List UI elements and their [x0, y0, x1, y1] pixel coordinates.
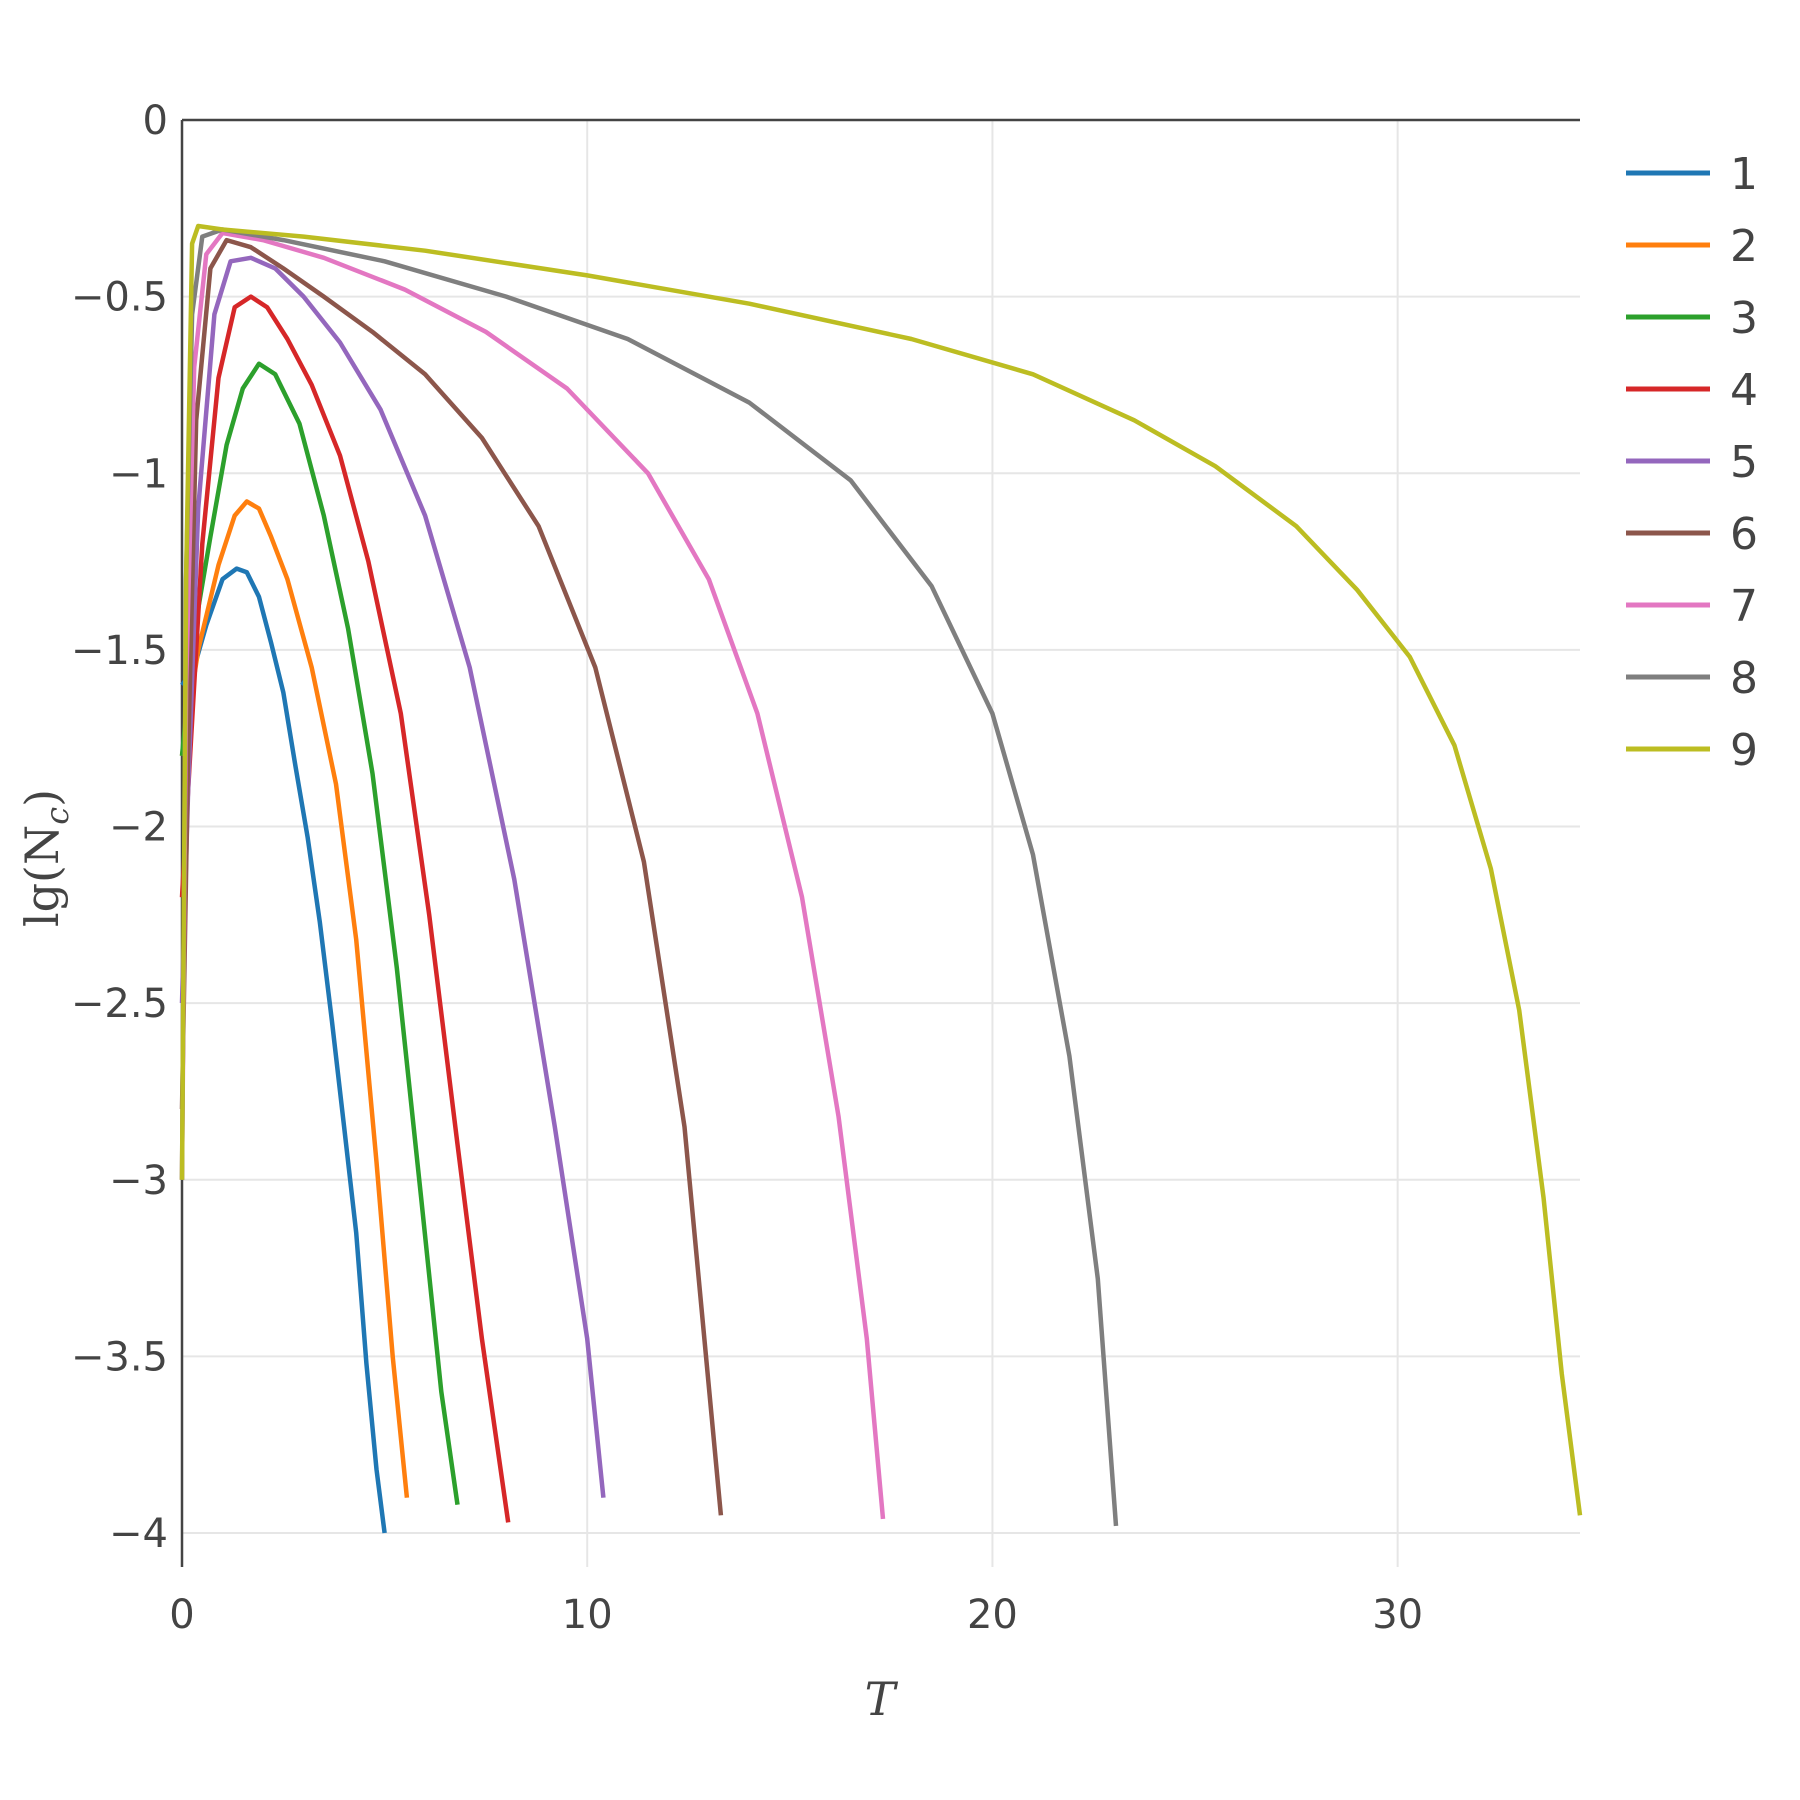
- legend-label-6: 6: [1730, 509, 1758, 560]
- y-tick-label: −2: [109, 805, 168, 851]
- x-tick-label: 0: [169, 1592, 194, 1638]
- y-tick-label: −3.5: [71, 1334, 168, 1380]
- series-line-8: [179, 227, 1119, 1527]
- x-tick-label: 30: [1372, 1592, 1423, 1638]
- svg-text:lg(Nc): lg(Nc): [15, 789, 76, 927]
- legend-label-7: 7: [1730, 581, 1758, 632]
- series-line-4: [179, 294, 511, 1523]
- y-axis-title: lg(Nc): [15, 789, 76, 927]
- legend-label-9: 9: [1730, 725, 1758, 776]
- grid-lines: [182, 120, 1580, 1567]
- legend-label-3: 3: [1730, 293, 1758, 344]
- tick-labels: 0−0.5−1−1.5−2−2.5−3−3.5−40 10 20 30: [71, 98, 1423, 1638]
- series-line-1: [180, 566, 387, 1534]
- y-tick-label: −2.5: [71, 981, 168, 1027]
- y-tick-label: −1: [109, 451, 168, 497]
- y-tick-label: −3: [109, 1158, 168, 1204]
- x-tick-label: 10: [562, 1592, 613, 1638]
- series-lines: [179, 223, 1583, 1534]
- series-line-7: [179, 230, 886, 1520]
- series-line-5: [179, 255, 606, 1498]
- legend: 1 2 3 4 5 6 7 8 9: [1626, 149, 1758, 776]
- axes: [180, 118, 1580, 1567]
- series-line-2: [179, 499, 410, 1498]
- series-line-9: [179, 223, 1583, 1516]
- legend-label-8: 8: [1730, 653, 1758, 704]
- legend-label-4: 4: [1730, 365, 1758, 416]
- y-axis-title-subscript: c: [38, 807, 76, 825]
- series-line-3: [179, 361, 460, 1506]
- series-line-6: [179, 237, 724, 1516]
- y-tick-label: −1.5: [71, 628, 168, 674]
- y-tick-label: −4: [109, 1511, 168, 1557]
- y-axis-title-close: ): [15, 789, 69, 807]
- y-tick-label: 0: [143, 98, 168, 144]
- x-axis-title: T: [865, 1672, 899, 1726]
- legend-label-2: 2: [1730, 221, 1758, 272]
- x-tick-label: 20: [967, 1592, 1018, 1638]
- y-tick-label: −0.5: [71, 275, 168, 321]
- y-axis-title-main: lg(N: [15, 825, 69, 927]
- legend-label-1: 1: [1730, 149, 1758, 200]
- legend-label-5: 5: [1730, 437, 1758, 488]
